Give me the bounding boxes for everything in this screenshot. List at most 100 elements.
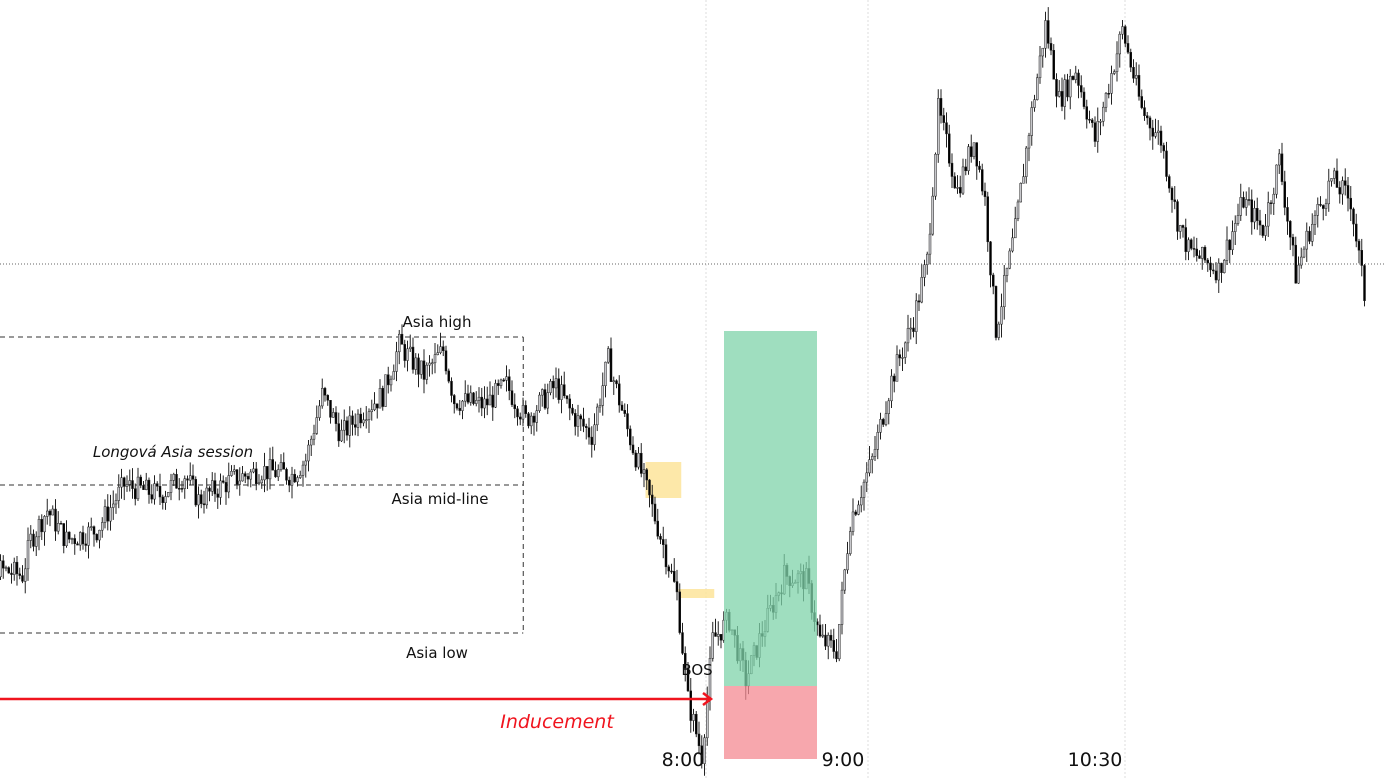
- candle-down: [986, 196, 989, 243]
- candle-up: [849, 531, 852, 554]
- candle-down: [1335, 170, 1339, 188]
- candle-up: [205, 487, 208, 506]
- candle-down: [235, 469, 239, 485]
- candle-down: [1168, 176, 1171, 189]
- candle-down: [631, 444, 635, 454]
- candle-up: [901, 357, 904, 359]
- candle-up: [233, 469, 236, 472]
- candle-down: [829, 634, 833, 641]
- candle-down: [527, 413, 530, 427]
- candle-down: [1071, 75, 1075, 80]
- candle-down: [1228, 239, 1231, 251]
- candle-up: [538, 394, 541, 411]
- candle-up: [1311, 224, 1314, 242]
- candle-up: [1313, 214, 1317, 225]
- candle-down: [571, 407, 574, 414]
- x-tick-label: 8:00: [661, 749, 705, 771]
- candle-up: [857, 504, 860, 515]
- candle-up: [879, 419, 882, 433]
- candle-up: [1272, 193, 1275, 204]
- candle-down: [7, 567, 10, 574]
- candle-up: [389, 378, 393, 386]
- candle-down: [634, 452, 637, 468]
- candle-up: [164, 496, 167, 503]
- candle-up: [846, 553, 849, 571]
- candle-down: [519, 416, 522, 420]
- candle-down: [282, 462, 285, 470]
- candle-up: [238, 480, 241, 485]
- candle-down: [1132, 67, 1135, 79]
- candle-down: [1151, 127, 1154, 137]
- candle-up: [596, 406, 599, 426]
- candle-up: [312, 433, 316, 440]
- candle-down: [222, 480, 225, 483]
- asia-session-label: Longová Asia session: [92, 443, 254, 461]
- candle-down: [1355, 223, 1358, 242]
- candle-up: [906, 328, 910, 344]
- candle-up: [717, 634, 720, 637]
- candle-down: [453, 395, 456, 405]
- candle-down: [1049, 43, 1053, 51]
- candle-up: [249, 471, 252, 480]
- candle-down: [648, 479, 651, 496]
- candle-down: [1195, 248, 1198, 256]
- candle-up: [51, 508, 54, 516]
- candle-down: [2, 560, 5, 569]
- candle-up: [1327, 180, 1330, 205]
- candle-down: [1203, 246, 1207, 261]
- candle-up: [90, 526, 93, 528]
- candle-up: [1019, 183, 1022, 203]
- candle-down: [178, 488, 181, 490]
- candle-down: [714, 632, 717, 637]
- candle-up: [549, 381, 552, 393]
- candle-up: [909, 327, 912, 330]
- candle-up: [868, 459, 871, 474]
- candle-down: [123, 477, 126, 487]
- candle-up: [189, 475, 192, 481]
- candle-down: [156, 483, 159, 487]
- candle-up: [876, 432, 879, 450]
- candle-up: [838, 624, 841, 660]
- candle-down: [1146, 115, 1149, 119]
- candle-down: [442, 346, 445, 351]
- candle-up: [1341, 180, 1344, 195]
- asia-low-label: Asia low: [406, 644, 468, 662]
- candle-down: [670, 570, 673, 573]
- candle-down: [1291, 236, 1295, 246]
- candle-down: [68, 531, 71, 540]
- candle-up: [1058, 91, 1061, 97]
- candle-down: [417, 357, 420, 375]
- candle-up: [637, 452, 640, 468]
- candle-up: [1225, 239, 1229, 261]
- candle-up: [428, 362, 431, 366]
- candle-up: [362, 419, 365, 424]
- candle-down: [992, 274, 995, 287]
- candle-down: [1344, 180, 1347, 186]
- candle-down: [40, 519, 43, 533]
- candle-down: [1289, 221, 1292, 238]
- candle-down: [1198, 255, 1201, 259]
- candle-up: [299, 475, 302, 478]
- candle-up: [1121, 26, 1124, 35]
- candle-down: [585, 426, 588, 428]
- candle-up: [535, 410, 538, 423]
- candle-down: [194, 479, 197, 506]
- candle-down: [345, 420, 349, 436]
- candle-up: [505, 376, 508, 381]
- candle-up: [1118, 33, 1121, 55]
- candle-down: [329, 400, 332, 418]
- candle-down: [587, 427, 591, 438]
- candle-up: [642, 469, 646, 474]
- x-tick-label: 10:30: [1067, 749, 1123, 771]
- candle-up: [997, 323, 1000, 338]
- candle-down: [552, 381, 555, 389]
- arrow-head-icon: [702, 692, 714, 706]
- candle-down: [1165, 150, 1168, 177]
- candle-up: [1179, 225, 1182, 232]
- candle-up: [1036, 77, 1039, 100]
- candle-up: [1264, 225, 1267, 236]
- candle-up: [895, 354, 899, 382]
- candle-up: [114, 500, 118, 505]
- candle-up: [321, 388, 324, 407]
- candle-up: [392, 371, 395, 380]
